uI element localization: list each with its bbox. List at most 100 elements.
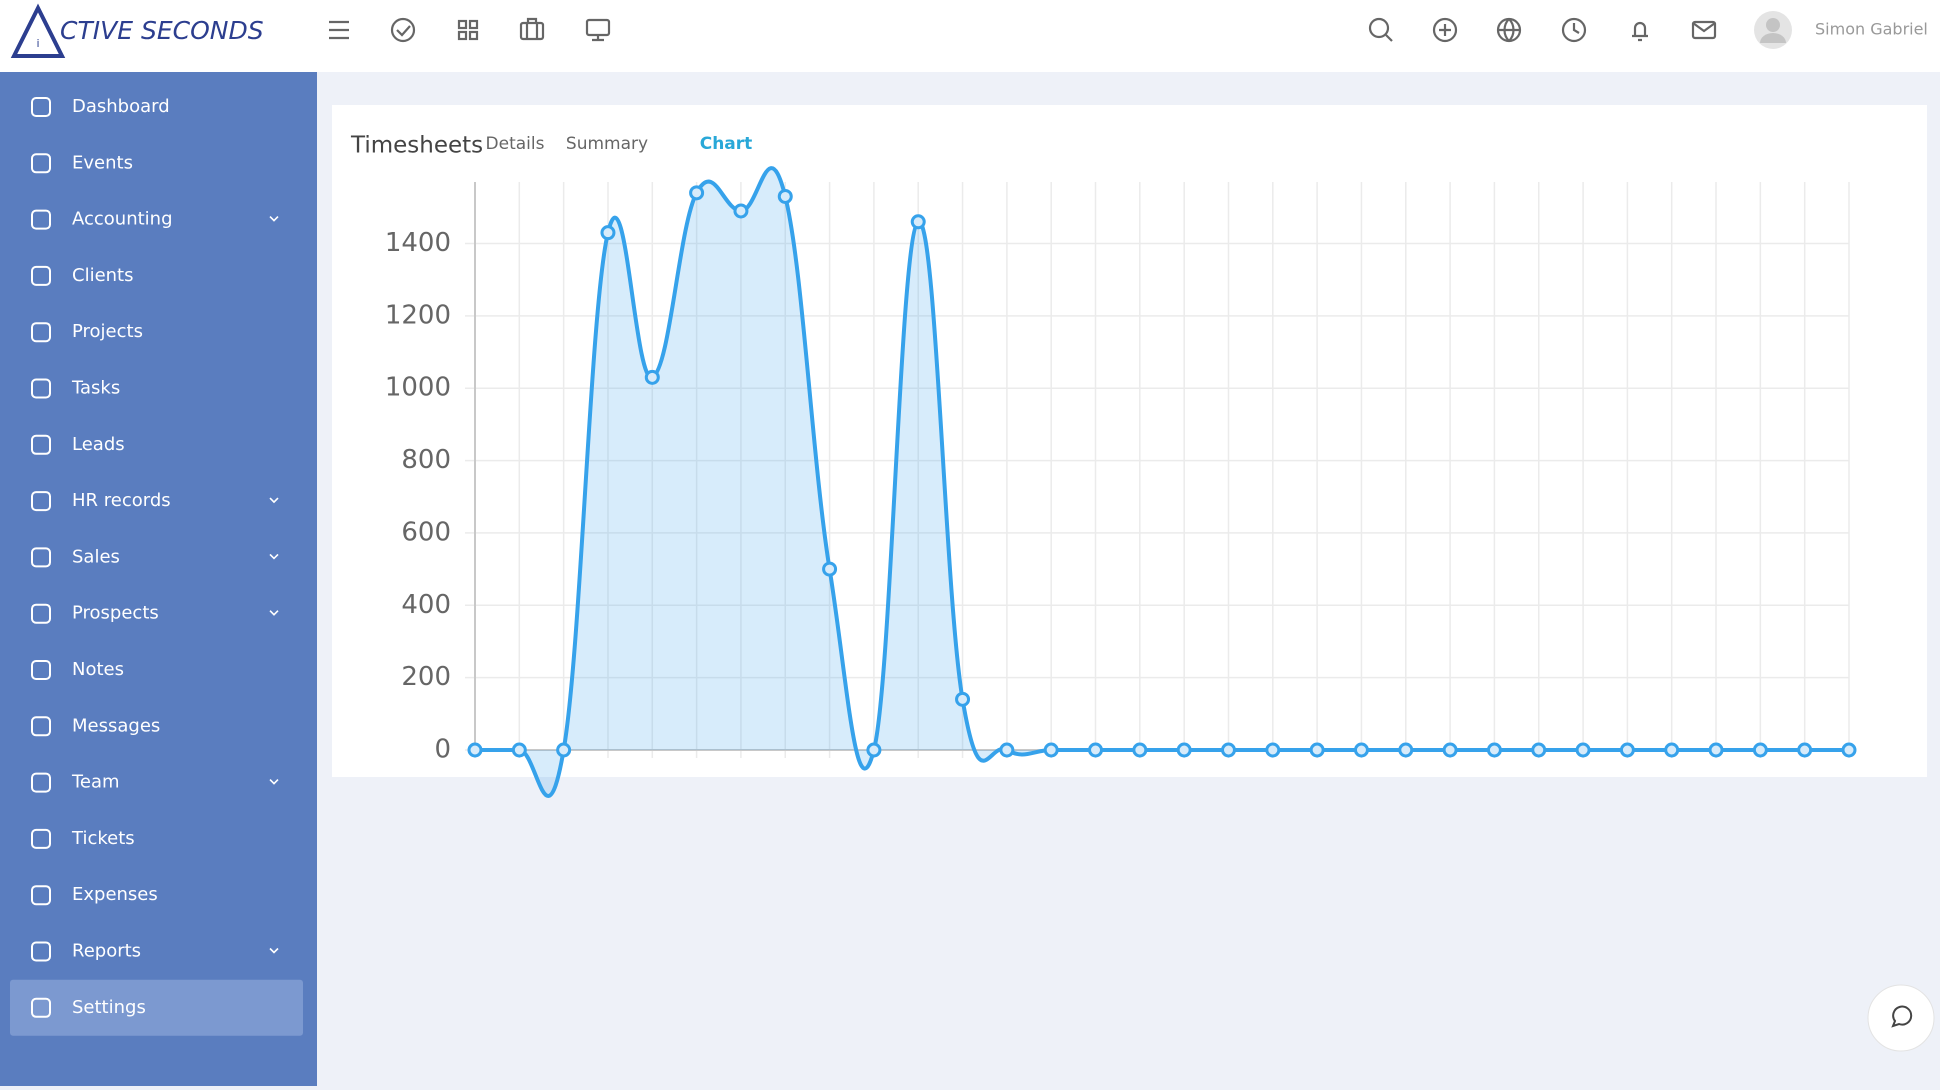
chat-button[interactable] (1867, 984, 1935, 1052)
menu-icon (31, 941, 51, 962)
point (1797, 742, 1813, 758)
sidebar (0, 72, 317, 1086)
menu-icon (31, 153, 51, 174)
tab[interactable]: Summary (566, 134, 648, 154)
point (689, 185, 705, 201)
tab[interactable]: Details (486, 134, 545, 154)
point (1486, 742, 1502, 758)
point (1664, 742, 1680, 758)
user-name[interactable]: Simon Gabriel (1815, 20, 1928, 39)
point (511, 742, 527, 758)
point (556, 742, 572, 758)
point (1220, 742, 1236, 758)
logo-mark (10, 3, 66, 58)
y-tick-label: 0 (434, 735, 451, 765)
point (1841, 742, 1857, 758)
point (1619, 742, 1635, 758)
logo-dot: i (36, 37, 39, 50)
menu-icon (31, 209, 51, 230)
submenu-chevron (269, 779, 279, 785)
point (467, 742, 483, 758)
menu-icon (31, 997, 51, 1018)
submenu-chevron (269, 553, 279, 560)
menu-icon (31, 660, 51, 680)
point (955, 691, 971, 707)
point (910, 214, 926, 230)
menu-item[interactable]: Reports (72, 941, 141, 962)
menu-icon (31, 716, 51, 737)
menu-item[interactable]: Accounting (72, 209, 173, 230)
point (999, 742, 1015, 758)
point (1265, 742, 1281, 758)
active-item-bg (10, 979, 303, 1036)
menu-icon (31, 322, 51, 343)
avatar-body (1760, 33, 1786, 43)
menu-item[interactable]: Events (72, 152, 133, 173)
y-tick-label: 1200 (385, 300, 451, 330)
menu-icon (31, 97, 51, 117)
point (1398, 742, 1414, 758)
y-tick-label: 1000 (385, 373, 451, 403)
menu-item[interactable]: Notes (72, 659, 124, 680)
menu-icon (31, 828, 51, 849)
point (600, 225, 616, 241)
y-tick-label: 800 (401, 445, 451, 475)
menu-item[interactable]: Dashboard (72, 96, 170, 117)
menu-icon (31, 547, 51, 568)
menu-item[interactable]: Leads (72, 434, 125, 455)
menu-icon (31, 603, 51, 624)
menu-icon (31, 434, 51, 455)
point (1088, 742, 1104, 758)
menu-item[interactable]: Tickets (71, 828, 135, 849)
menu-icon (31, 265, 51, 286)
point (1708, 742, 1724, 758)
avatar-head (1766, 18, 1780, 32)
menu-item[interactable]: Team (71, 772, 120, 793)
menu-item[interactable]: Messages (72, 715, 160, 736)
y-tick-label: 400 (401, 590, 451, 620)
point (1043, 742, 1059, 758)
point (1176, 742, 1192, 758)
toolbar-icons[interactable] (329, 17, 1717, 43)
submenu-chevron (269, 216, 279, 222)
point (1353, 742, 1369, 758)
card (332, 105, 1927, 777)
y-tick-label: 200 (401, 662, 451, 692)
area (475, 168, 1849, 796)
point (822, 561, 838, 577)
point (1531, 742, 1547, 758)
point (733, 203, 749, 219)
menu-icon (31, 885, 51, 906)
menu-item[interactable]: Clients (72, 265, 134, 286)
chat-icon (1891, 1005, 1913, 1028)
tab[interactable]: Chart (700, 134, 753, 154)
submenu-chevron (269, 497, 279, 504)
menu-item[interactable]: Sales (72, 546, 120, 567)
point (866, 742, 882, 758)
card-title: Timesheets (350, 133, 483, 159)
menu-icon (31, 491, 51, 512)
point (1442, 742, 1458, 758)
point (1132, 742, 1148, 758)
menu-item[interactable]: Prospects (72, 603, 159, 624)
menu-item[interactable]: Expenses (72, 884, 158, 905)
point (644, 369, 660, 385)
submenu-chevron (269, 947, 279, 954)
top-bar (0, 0, 1940, 72)
menu-icon (31, 378, 51, 399)
menu-item[interactable]: Settings (72, 997, 146, 1018)
menu-item[interactable]: Projects (72, 321, 143, 342)
point (1309, 742, 1325, 758)
y-tick-label: 600 (401, 517, 451, 547)
menu-icon (31, 772, 51, 793)
point (777, 188, 793, 204)
logo-text: CTIVE SECONDS (60, 16, 264, 45)
menu-item[interactable]: Tasks (71, 378, 120, 399)
submenu-chevron (269, 610, 279, 616)
point (1752, 742, 1768, 758)
y-tick-label: 1400 (385, 228, 451, 258)
point (1575, 742, 1591, 758)
menu-item[interactable]: HR records (72, 490, 171, 511)
